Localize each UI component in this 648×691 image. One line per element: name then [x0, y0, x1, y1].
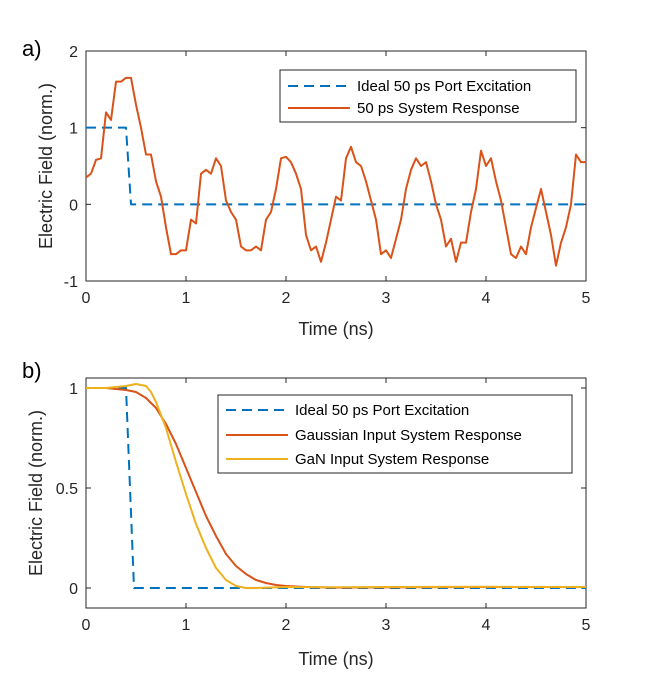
panel-b-ylabel: Electric Field (norm.) — [26, 410, 46, 576]
panel-b-xtick-label: 4 — [482, 617, 491, 634]
panel-a-ylabel: Electric Field (norm.) — [36, 83, 56, 249]
panel-b-xlabel: Time (ns) — [298, 649, 373, 669]
panel-a-xlabel: Time (ns) — [298, 319, 373, 339]
panel-b-legend-label-gaussian: Gaussian Input System Response — [295, 427, 522, 444]
panel-a-legend-box — [279, 69, 577, 123]
panel-a-xtick-label: 4 — [482, 290, 491, 307]
panel-b: b) 0 1 2 3 4 5 0 0.5 1 Time (ns) Electric Field … — [22, 358, 591, 669]
panel-a-xtick-label: 1 — [182, 290, 191, 307]
panel-b-xtick-label: 5 — [582, 617, 591, 634]
panel-a-legend: Ideal 50 ps Port Excitation 50 ps System… — [279, 69, 577, 123]
panel-a-xtick-label: 0 — [82, 290, 91, 307]
panel-b-label: b) — [22, 358, 42, 383]
panel-b-legend-label-ideal: Ideal 50 ps Port Excitation — [295, 402, 469, 419]
panel-b-series-line-2 — [86, 383, 586, 589]
panel-b-xtick-label: 3 — [382, 617, 391, 634]
panel-a-legend-label-response: 50 ps System Response — [357, 100, 520, 117]
panel-b-legend-label-gan: GaN Input System Response — [295, 451, 489, 468]
panel-a-xtick-label: 3 — [382, 290, 391, 307]
panel-a-series-line-1 — [86, 76, 586, 267]
panel-b-xtick-label: 1 — [182, 617, 191, 634]
panel-a-label: a) — [22, 36, 42, 61]
panel-b-xtick-label: 0 — [82, 617, 91, 634]
panel-a-series — [86, 76, 586, 267]
panel-b-ytick-label: 0.5 — [56, 481, 78, 498]
panel-b-series — [86, 383, 586, 589]
panel-b-ytick-label: 1 — [69, 381, 78, 398]
panel-a-xtick-label: 2 — [282, 290, 291, 307]
panel-a-legend-label-ideal: Ideal 50 ps Port Excitation — [357, 78, 531, 95]
panel-a-series-line-0 — [86, 126, 586, 206]
panel-a-ytick-label: 0 — [69, 197, 78, 214]
panel-b-ytick-label: 0 — [69, 581, 78, 598]
panel-a-ytick-label: 2 — [69, 44, 78, 61]
panel-a-xtick-label: 5 — [582, 290, 591, 307]
panel-b-xtick-label: 2 — [282, 617, 291, 634]
panel-b-ticks: 0 1 2 3 4 5 0 0.5 1 — [56, 378, 591, 634]
panel-b-legend: Ideal 50 ps Port Excitation Gaussian Inp… — [217, 394, 573, 474]
panel-a-ytick-label: 1 — [69, 121, 78, 138]
panel-a-ytick-label: -1 — [64, 274, 78, 291]
